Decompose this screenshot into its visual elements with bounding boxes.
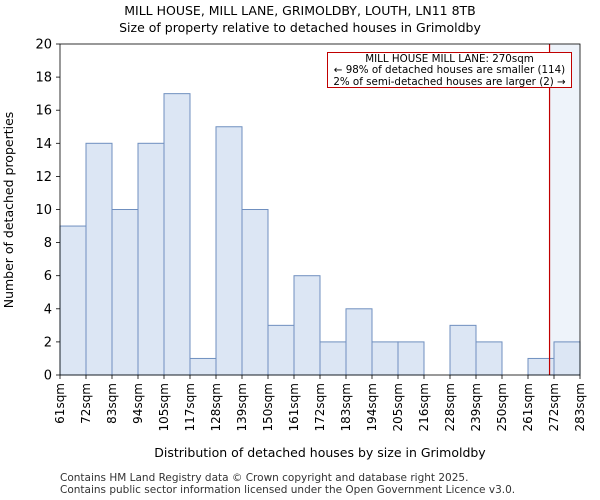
histogram-bar (319, 341, 347, 376)
x-axis-label: Distribution of detached houses by size … (154, 445, 486, 460)
histogram-bar (111, 209, 139, 376)
annotation-property-line: MILL HOUSE MILL LANE: 270sqm (365, 53, 534, 65)
x-tick-label: 161sqm (287, 383, 301, 431)
histogram-bar (215, 126, 243, 376)
y-tick-label: 20 (35, 38, 52, 53)
x-tick-label: 194sqm (365, 383, 379, 431)
y-tick-label: 14 (35, 137, 52, 152)
y-tick-label: 8 (44, 236, 52, 251)
histogram-bar (397, 341, 425, 376)
x-tick-label: 150sqm (261, 383, 275, 431)
y-axis-label: Number of detached properties (1, 112, 16, 309)
x-tick-label: 94sqm (131, 383, 145, 424)
histogram-bar (189, 357, 217, 376)
y-tick-label: 6 (44, 269, 52, 284)
x-tick-label: 261sqm (521, 383, 535, 431)
annotation-smaller-line: ← 98% of detached houses are smaller (11… (333, 64, 566, 77)
y-tick-label: 2 (44, 335, 52, 350)
y-tick-label: 0 (44, 369, 52, 384)
annotation-larger-line: 2% of semi-detached houses are larger (2… (333, 75, 566, 88)
histogram-bar (59, 225, 87, 376)
chart-title: MILL HOUSE, MILL LANE, GRIMOLDBY, LOUTH,… (124, 3, 476, 18)
x-tick-label: 272sqm (547, 383, 561, 431)
x-tick-label: 228sqm (443, 383, 457, 431)
x-tick-label: 172sqm (313, 383, 327, 431)
highlight-region (549, 44, 580, 375)
chart-subtitle: Size of property relative to detached ho… (119, 20, 481, 35)
histogram-bar (449, 324, 477, 376)
x-tick-label: 139sqm (235, 383, 249, 431)
y-tick-label: 10 (35, 203, 52, 218)
x-tick-label: 205sqm (391, 383, 405, 431)
x-tick-label: 283sqm (573, 383, 587, 431)
histogram-bar (241, 209, 269, 376)
x-tick-label: 128sqm (209, 383, 223, 431)
y-tick-label: 16 (35, 104, 52, 119)
y-tick-label: 12 (35, 170, 52, 185)
histogram-bar (163, 93, 191, 376)
x-tick-label: 183sqm (339, 383, 353, 431)
property-annotation-box: MILL HOUSE MILL LANE: 270sqm ← 98% of de… (327, 52, 572, 88)
x-tick-label: 61sqm (53, 383, 67, 424)
footer-copyright: Contains HM Land Registry data © Crown c… (60, 472, 469, 484)
y-tick-label: 4 (44, 302, 52, 317)
histogram-bar (85, 142, 113, 376)
x-tick-label: 72sqm (79, 383, 93, 424)
x-tick-label: 83sqm (105, 383, 119, 424)
y-tick-label: 18 (35, 71, 52, 86)
footer-licence: Contains public sector information licen… (60, 484, 516, 496)
histogram-bar (267, 324, 295, 376)
x-tick-label: 117sqm (183, 383, 197, 431)
histogram-bar (345, 308, 373, 376)
histogram-bar (475, 341, 503, 376)
histogram-bar (371, 341, 399, 376)
x-tick-label: 105sqm (157, 383, 171, 431)
histogram-bar (293, 275, 321, 376)
x-tick-label: 239sqm (469, 383, 483, 431)
x-tick-label: 250sqm (495, 383, 509, 431)
histogram-bar (553, 341, 581, 376)
histogram-bar (137, 142, 165, 376)
x-tick-label: 216sqm (417, 383, 431, 431)
